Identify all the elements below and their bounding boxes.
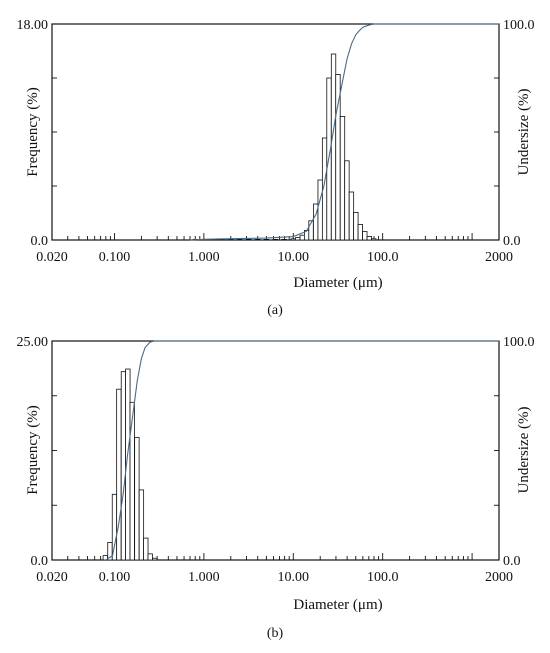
x-ticks: [51, 23, 500, 241]
histogram-bar: [348, 191, 355, 241]
histogram-bar: [299, 234, 305, 241]
x-tick-label: 10.00: [278, 250, 310, 265]
y-right-max-label: 100.0: [503, 18, 535, 33]
undersize-curve: [105, 340, 499, 561]
histogram-bar: [236, 238, 243, 241]
histogram-bar: [290, 238, 296, 241]
y-left-axis-label: Frequency (%): [25, 87, 41, 177]
histogram-bar: [330, 53, 337, 241]
histogram-bar: [147, 553, 153, 561]
x-tick-label: 1.000: [188, 570, 220, 585]
y-right-max-label: 100.0: [503, 335, 535, 350]
y-left-min-label: 0.0: [31, 234, 49, 249]
histogram-bar: [152, 557, 158, 561]
x-tick-label: 100.0: [367, 250, 399, 265]
y-left-min-label: 0.0: [31, 554, 49, 569]
histogram-bar: [366, 235, 372, 241]
y-right-min-label: 0.0: [503, 554, 521, 569]
histogram-bar: [344, 160, 350, 241]
x-tick-label: 100.0: [367, 570, 399, 585]
x-tick-label: 2000: [485, 570, 513, 585]
histogram-bar: [353, 211, 359, 241]
histogram-bar: [357, 223, 363, 241]
histogram-bar: [138, 489, 145, 561]
histogram-bar: [255, 238, 261, 241]
y-left-axis-label: Frequency (%): [25, 405, 41, 495]
histogram-bar: [317, 179, 323, 241]
x-tick-labels: 0.020 0.100 1.000 10.00 100.0 2000: [36, 570, 513, 585]
histogram-bar: [263, 238, 270, 241]
y-right-axis-label: Undersize (%): [516, 88, 532, 175]
histogram-bar: [116, 388, 122, 561]
panel-caption: (a): [267, 303, 283, 318]
histogram-bars: [192, 53, 377, 241]
histogram-bar: [295, 237, 301, 241]
histogram-bar: [143, 537, 149, 561]
histogram-bar: [281, 238, 287, 241]
panel-caption: (b): [267, 626, 284, 641]
undersize-curve: [190, 23, 499, 241]
x-tick-labels: 0.020 0.100 1.000 10.00 100.0 2000: [36, 250, 513, 265]
histogram-bars: [102, 368, 158, 561]
x-tick-label: 1.000: [188, 250, 220, 265]
panel-b: 0.020 0.100 1.000 10.00 100.0 2000 25.00 0.0 …: [17, 335, 535, 641]
histogram-bar: [129, 401, 135, 561]
histogram-bar: [111, 493, 118, 561]
histogram-bar: [120, 371, 127, 561]
x-axis-label: Diameter (μm): [293, 597, 382, 613]
y-right-min-label: 0.0: [503, 234, 521, 249]
x-tick-label: 0.020: [36, 570, 68, 585]
y-left-max-label: 25.00: [17, 335, 49, 350]
histogram-bar: [272, 238, 278, 241]
histogram-bar: [339, 116, 346, 241]
y-left-max-label: 18.00: [17, 18, 49, 33]
histogram-bar: [362, 231, 368, 241]
x-tick-label: 0.020: [36, 250, 68, 265]
histogram-bar: [245, 238, 252, 241]
y-right-axis-label: Undersize (%): [516, 406, 532, 493]
histogram-bar: [134, 436, 140, 561]
x-tick-label: 2000: [485, 250, 513, 265]
histogram-bar: [228, 238, 234, 241]
histogram-bar: [371, 238, 377, 241]
panel-a: 0.020 0.100 1.000 10.00 100.0 2000 18.00 0.0 …: [17, 18, 535, 318]
x-tick-label: 0.100: [99, 570, 131, 585]
x-tick-label: 10.00: [278, 570, 310, 585]
x-axis-label: Diameter (μm): [293, 275, 382, 291]
plot-frame: [51, 23, 500, 241]
x-tick-label: 0.100: [99, 250, 131, 265]
